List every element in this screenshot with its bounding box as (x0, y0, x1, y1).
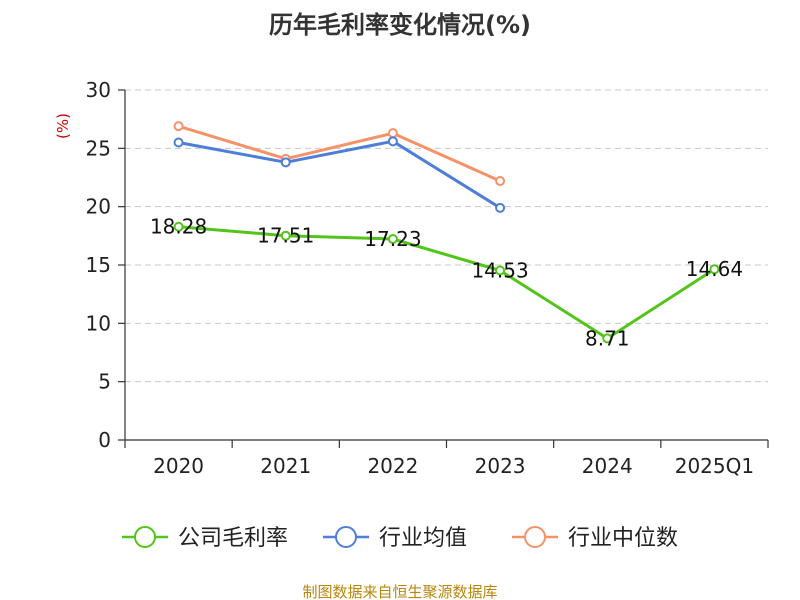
x-tick-label-2022: 2022 (367, 454, 418, 478)
series-line-0 (178, 225, 716, 340)
y-tick-label-0: 0 (98, 428, 111, 452)
data-label-2024: 8.71 (585, 326, 630, 350)
legend-swatch-marker-2 (524, 526, 546, 548)
series-line-1 (178, 139, 501, 210)
data-labels: 18.28 17.51 17.23 14.53 8.71 14.64 (150, 215, 743, 351)
series-1-point-2023[interactable] (495, 202, 506, 213)
legend-item-2[interactable]: 行业中位数 (512, 526, 678, 551)
axes: 0 5 10 15 20 25 30 2020 2021 2022 2023 2024 2025Q1 (86, 78, 769, 478)
data-label-2020: 18.28 (150, 215, 207, 239)
data-label-2025Q1: 14.64 (686, 257, 743, 281)
legend-swatch-marker-1 (335, 526, 357, 548)
series-0-point-2024[interactable] (602, 333, 613, 344)
y-axis-unit-label: (%) (54, 113, 72, 139)
grid-lines (125, 89, 768, 383)
series-line-2 (178, 124, 501, 183)
series-1-point-2020[interactable] (173, 137, 184, 148)
legend-swatch-marker-0 (134, 526, 156, 548)
y-tick-label-20: 20 (86, 195, 111, 219)
data-label-2022: 17.23 (364, 227, 421, 251)
x-tick-label-2023: 2023 (475, 454, 526, 478)
series-0-point-2025Q1[interactable] (709, 264, 720, 275)
source-note: 制图数据来自恒生聚源数据库 (302, 583, 497, 600)
series-2-point-2023[interactable] (495, 176, 506, 186)
y-tick-label-30: 30 (86, 78, 111, 102)
legend-label-0: 公司毛利率 (178, 526, 288, 551)
x-tick-label-2025Q1: 2025Q1 (675, 454, 754, 478)
x-tick-label-2021: 2021 (260, 454, 311, 478)
series-1-point-2021[interactable] (280, 157, 291, 168)
series-0-point-2021[interactable] (280, 230, 291, 241)
series-1-point-2022[interactable] (387, 136, 398, 147)
legend-label-2: 行业中位数 (568, 526, 678, 551)
data-label-2021: 17.51 (257, 224, 314, 248)
y-tick-label-25: 25 (86, 136, 111, 160)
legend-item-0[interactable]: 公司毛利率 (122, 526, 288, 551)
legend-item-1[interactable]: 行业均值 (323, 526, 467, 551)
series-0-point-2020[interactable] (173, 221, 184, 232)
series-2-point-2020[interactable] (173, 121, 184, 132)
series-lines (173, 121, 720, 344)
legend-label-1: 行业均值 (379, 526, 467, 551)
y-tick-label-15: 15 (86, 253, 111, 277)
y-tick-label-5: 5 (98, 370, 111, 394)
y-tick-label-10: 10 (86, 311, 111, 335)
x-tick-label-2020: 2020 (153, 454, 204, 478)
data-label-2023: 14.53 (471, 258, 528, 282)
series-2-point-2022[interactable] (387, 128, 398, 139)
series-0-point-2022[interactable] (387, 233, 398, 244)
x-tick-label-2024: 2024 (582, 454, 633, 478)
series-0-point-2023[interactable] (495, 265, 506, 276)
chart-title: 历年毛利率变化情况(%) (269, 11, 531, 39)
legend[interactable]: 公司毛利率 行业均值 行业中位数 (122, 526, 678, 551)
